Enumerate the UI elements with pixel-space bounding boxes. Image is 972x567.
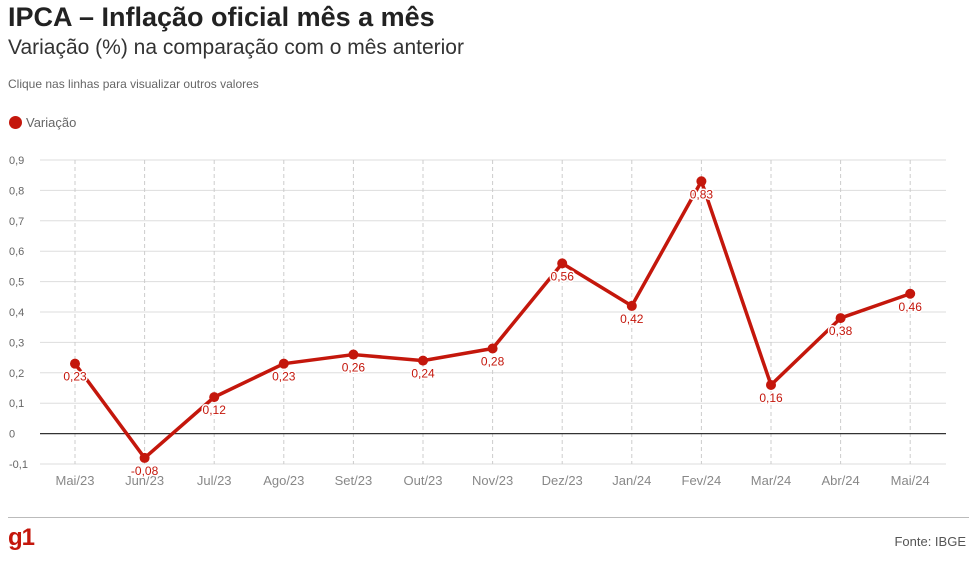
- y-tick-label: 0,9: [9, 155, 24, 167]
- data-label: 0,28: [481, 354, 505, 368]
- y-tick-label: 0,7: [9, 216, 24, 228]
- data-point[interactable]: [835, 313, 846, 324]
- legend-marker-icon: [9, 116, 22, 129]
- data-label: 0,16: [759, 391, 783, 405]
- data-point[interactable]: [557, 258, 568, 269]
- data-point[interactable]: [70, 358, 80, 369]
- x-tick-label: Fev/24: [682, 473, 722, 488]
- y-tick-label: 0,8: [9, 185, 24, 197]
- data-point[interactable]: [139, 452, 150, 463]
- data-point[interactable]: [905, 288, 916, 299]
- x-tick-label: Nov/23: [472, 473, 513, 488]
- data-label: 0,26: [342, 361, 366, 375]
- data-point[interactable]: [626, 300, 637, 311]
- chart-title: IPCA – Inflação oficial mês a mês: [8, 2, 435, 32]
- data-label: 0,24: [411, 367, 435, 381]
- chart-hint: Clique nas linhas para visualizar outros…: [8, 77, 259, 91]
- y-tick-label: 0,1: [9, 398, 24, 410]
- data-point[interactable]: [418, 355, 428, 366]
- y-tick-label: 0: [9, 429, 15, 441]
- data-label: 0,38: [829, 324, 853, 338]
- data-point[interactable]: [766, 379, 776, 390]
- legend-label: Variação: [26, 115, 77, 130]
- data-point[interactable]: [348, 349, 359, 360]
- x-tick-label: Jan/24: [612, 473, 651, 488]
- series-line[interactable]: [73, 179, 912, 460]
- data-label: -0,08: [131, 464, 159, 478]
- x-tick-label: Set/23: [335, 473, 373, 488]
- y-tick-label: 0,5: [9, 277, 24, 289]
- y-tick-label: 0,4: [9, 307, 24, 319]
- y-tick-label: 0,3: [9, 337, 24, 349]
- x-tick-label: Abr/24: [821, 473, 859, 488]
- y-tick-label: -0,1: [9, 459, 28, 471]
- x-tick-label: Jul/23: [197, 473, 232, 488]
- data-label: 0,56: [551, 269, 575, 283]
- x-tick-label: Ago/23: [263, 473, 304, 488]
- footer-divider: [8, 517, 969, 518]
- chart-subtitle: Variação (%) na comparação com o mês ant…: [8, 36, 464, 59]
- x-tick-label: Mar/24: [751, 473, 791, 488]
- x-tick-label: Mai/23: [55, 473, 94, 488]
- data-label: 0,42: [620, 312, 644, 326]
- data-label: 0,12: [203, 403, 227, 417]
- data-label: 0,83: [690, 187, 714, 201]
- data-label: 0,46: [899, 300, 923, 314]
- g1-logo: g1: [8, 524, 35, 551]
- data-point[interactable]: [209, 392, 220, 403]
- legend-item-variacao[interactable]: Variação: [9, 115, 76, 130]
- source-note: Fonte: IBGE: [894, 534, 966, 549]
- data-point[interactable]: [278, 358, 289, 369]
- x-tick-label: Dez/23: [542, 473, 583, 488]
- y-tick-label: 0,6: [9, 246, 24, 258]
- data-label: 0,23: [272, 370, 296, 384]
- y-tick-label: 0,2: [9, 368, 24, 380]
- data-label: 0,23: [63, 370, 87, 384]
- data-point[interactable]: [487, 343, 498, 354]
- x-tick-label: Jun/23: [125, 473, 164, 488]
- data-point[interactable]: [696, 176, 707, 187]
- x-tick-label: Mai/24: [891, 473, 930, 488]
- x-tick-label: Out/23: [403, 473, 442, 488]
